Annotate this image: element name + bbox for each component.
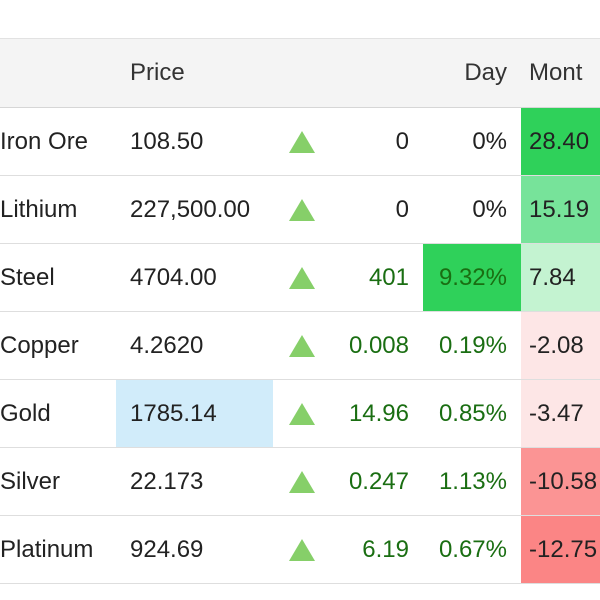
- commodity-price: 4.2620: [130, 331, 204, 359]
- change-value: 401: [368, 263, 409, 291]
- day-percent: 0.67%: [438, 535, 507, 563]
- header-month[interactable]: Mont: [529, 59, 583, 86]
- day-percent: 9.32%: [423, 244, 521, 311]
- trend-cell: [273, 312, 331, 379]
- change-value: 0: [395, 195, 409, 223]
- header-price[interactable]: Price: [130, 59, 185, 86]
- commodity-name: Steel: [0, 263, 55, 291]
- day-percent: 0%: [472, 195, 507, 223]
- table-row[interactable]: Silver 22.173 0.247 1.13% -10.58: [0, 448, 600, 516]
- month-percent: 28.40: [521, 108, 600, 175]
- commodity-price: 1785.14: [116, 380, 273, 447]
- header-arrow: [273, 39, 331, 107]
- commodity-price: 108.50: [130, 127, 204, 155]
- header-day[interactable]: Day: [464, 59, 507, 86]
- up-triangle-icon: [289, 198, 315, 221]
- commodity-price: 924.69: [130, 535, 204, 563]
- day-percent: 0.85%: [438, 399, 507, 427]
- up-triangle-icon: [289, 538, 315, 561]
- trend-cell: [273, 516, 331, 583]
- up-triangle-icon: [289, 266, 315, 289]
- table-row[interactable]: Copper 4.2620 0.008 0.19% -2.08: [0, 312, 600, 380]
- commodity-name: Iron Ore: [0, 127, 89, 155]
- trend-cell: [273, 380, 331, 447]
- day-percent: 0%: [472, 127, 507, 155]
- up-triangle-icon: [289, 402, 315, 425]
- change-value: 14.96: [348, 399, 409, 427]
- table-row[interactable]: Lithium 227,500.00 0 0% 15.19: [0, 176, 600, 244]
- table-row[interactable]: Steel 4704.00 401 9.32% 7.84: [0, 244, 600, 312]
- day-percent: 0.19%: [438, 331, 507, 359]
- change-value: 0.008: [348, 331, 409, 359]
- month-percent: 15.19: [521, 176, 600, 243]
- change-value: 0: [395, 127, 409, 155]
- table-header: Price Day Mont: [0, 38, 600, 108]
- header-name: [0, 39, 116, 107]
- trend-cell: [273, 244, 331, 311]
- commodity-table: Price Day Mont Iron Ore 108.50 0 0% 28.40 Lit…: [0, 38, 600, 584]
- trend-cell: [273, 448, 331, 515]
- month-percent: -2.08: [521, 312, 600, 379]
- commodity-name: Lithium: [0, 195, 78, 223]
- commodity-price: 227,500.00: [130, 195, 251, 223]
- month-percent: -10.58: [521, 448, 600, 515]
- table-row[interactable]: Platinum 924.69 6.19 0.67% -12.75: [0, 516, 600, 584]
- month-percent: -12.75: [521, 516, 600, 583]
- up-triangle-icon: [289, 130, 315, 153]
- table-row[interactable]: Gold 1785.14 14.96 0.85% -3.47: [0, 380, 600, 448]
- commodity-price: 22.173: [130, 467, 204, 495]
- change-value: 0.247: [348, 467, 409, 495]
- commodity-name: Silver: [0, 467, 61, 495]
- top-strip: [0, 0, 600, 38]
- change-value: 6.19: [362, 535, 409, 563]
- table-row[interactable]: Iron Ore 108.50 0 0% 28.40: [0, 108, 600, 176]
- commodity-price: 4704.00: [130, 263, 217, 291]
- trend-cell: [273, 176, 331, 243]
- month-percent: 7.84: [521, 244, 600, 311]
- up-triangle-icon: [289, 470, 315, 493]
- day-percent: 1.13%: [438, 467, 507, 495]
- commodity-name: Platinum: [0, 535, 94, 563]
- header-change: [331, 39, 423, 107]
- commodity-name: Gold: [0, 399, 51, 427]
- up-triangle-icon: [289, 334, 315, 357]
- trend-cell: [273, 108, 331, 175]
- month-percent: -3.47: [521, 380, 600, 447]
- table-body: Iron Ore 108.50 0 0% 28.40 Lithium 227,500.00 0…: [0, 108, 600, 584]
- commodity-name: Copper: [0, 331, 79, 359]
